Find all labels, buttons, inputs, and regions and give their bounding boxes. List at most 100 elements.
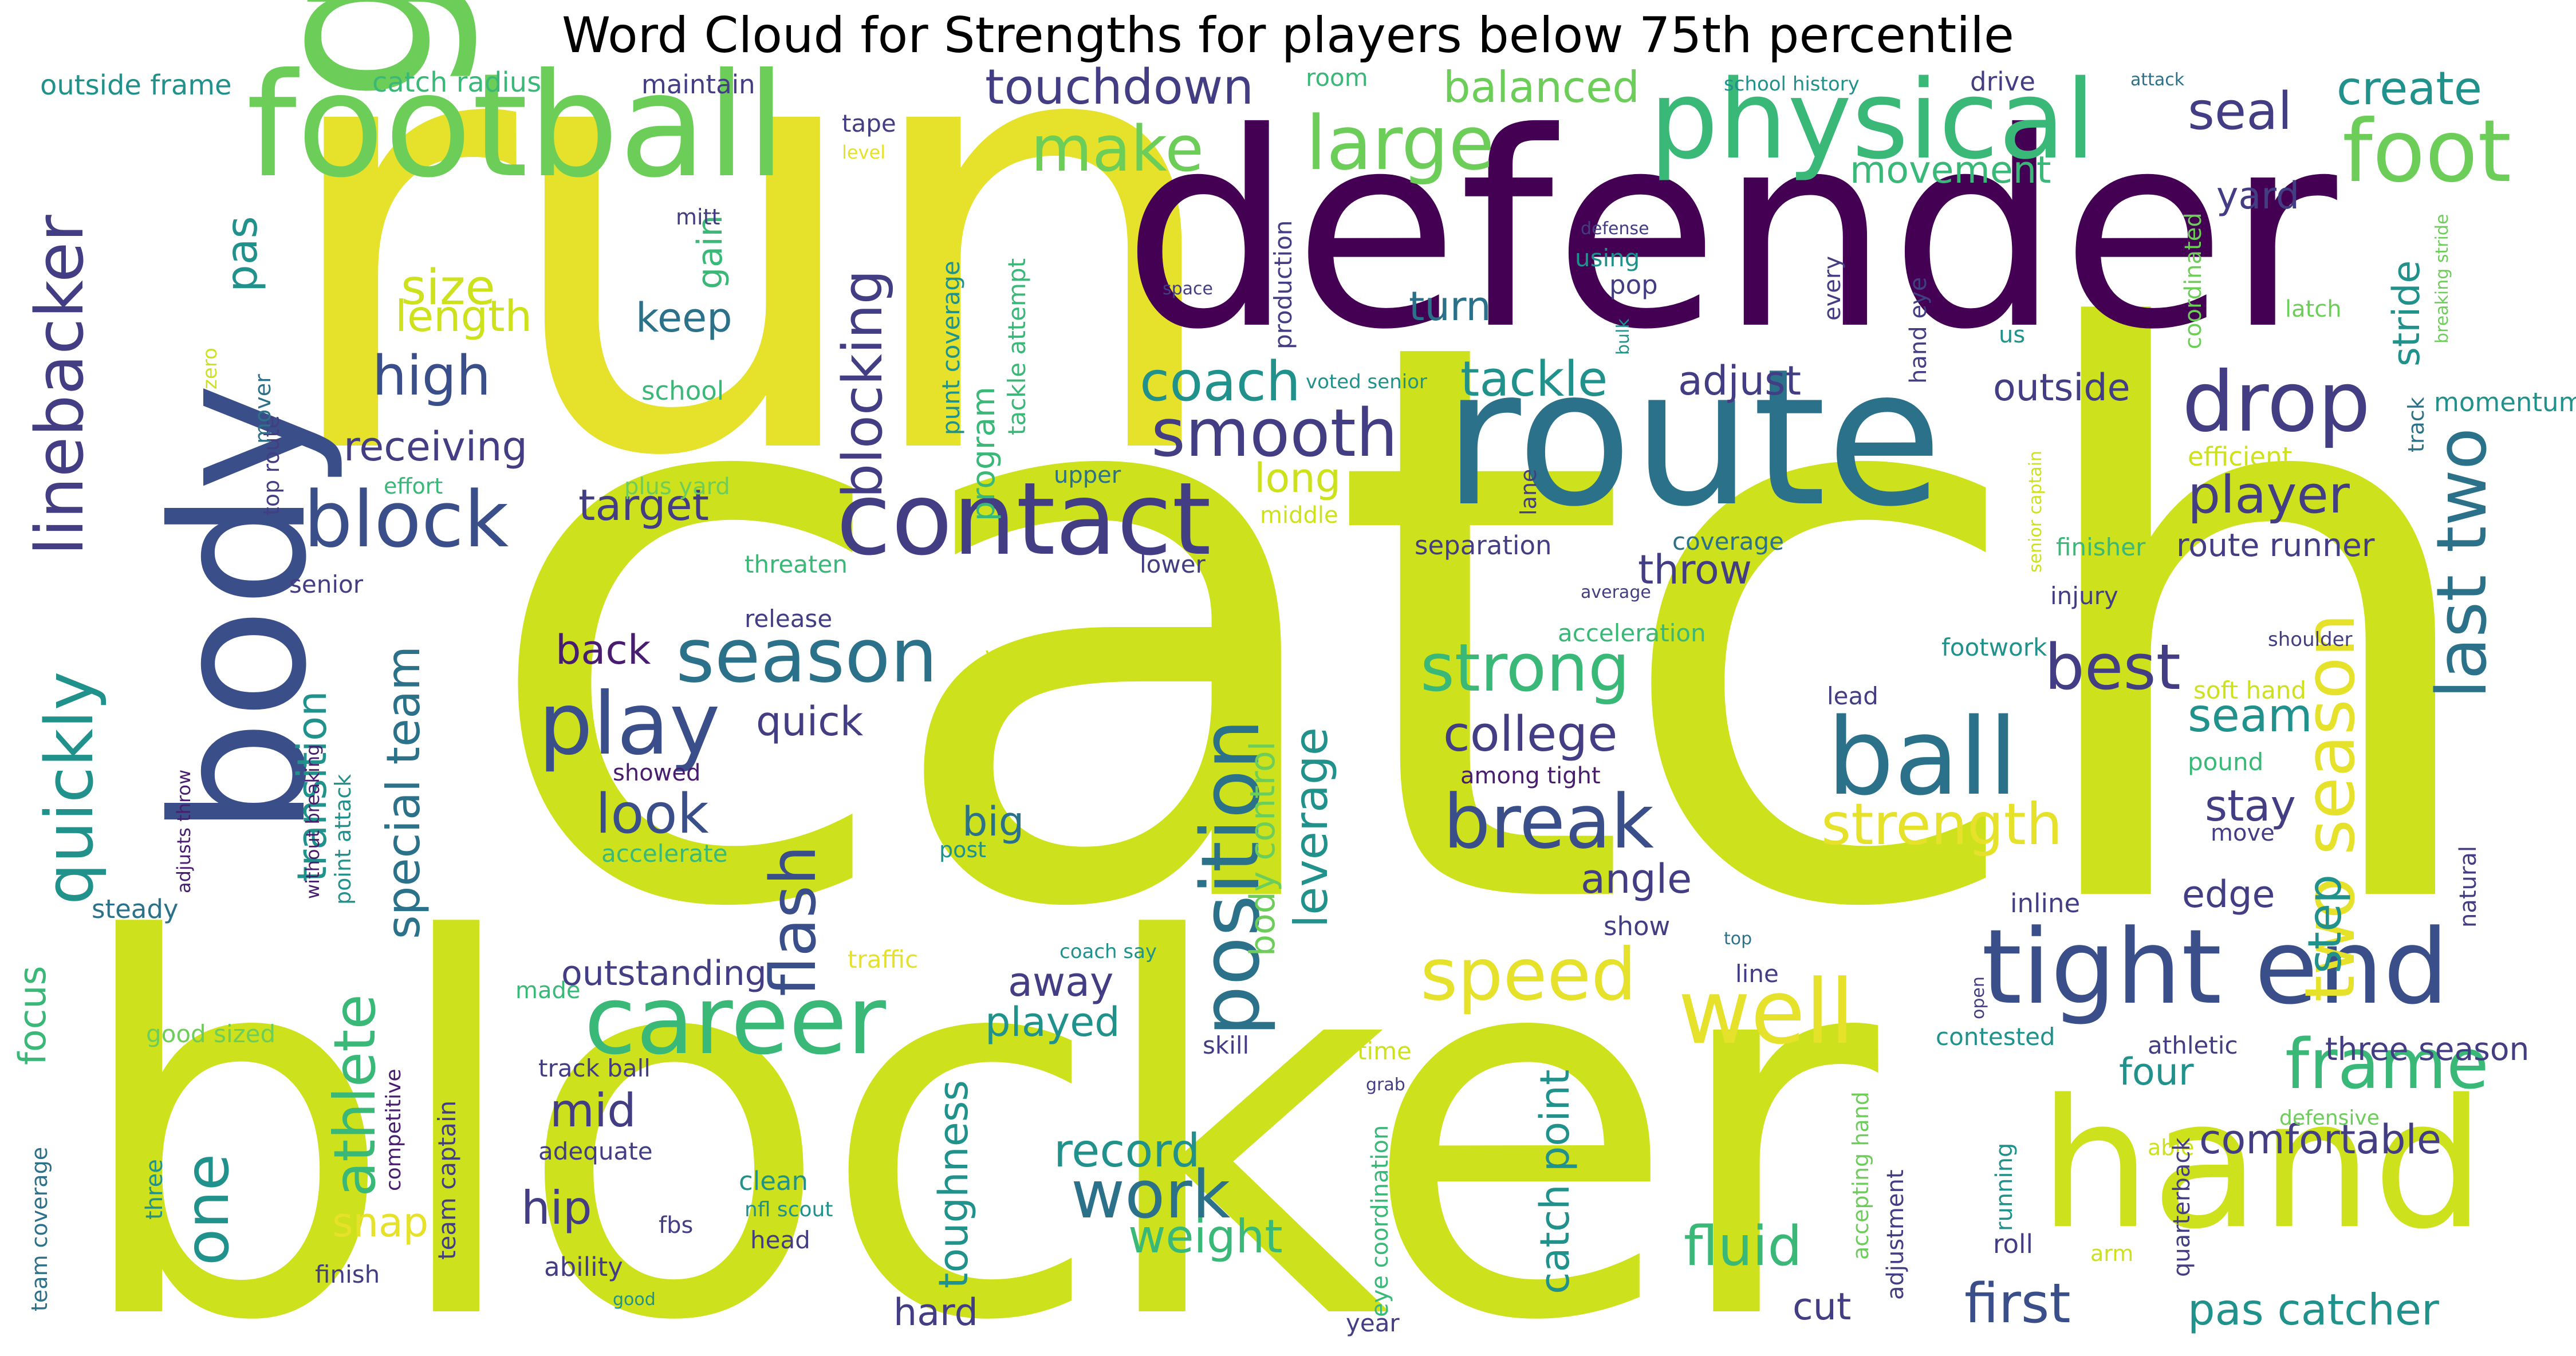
word-played: played	[985, 999, 1120, 1046]
word-inline: inline	[2010, 888, 2081, 919]
word-year: year	[1346, 1309, 1400, 1337]
word-last-two: last two	[2423, 427, 2502, 699]
word-length: length	[395, 291, 533, 341]
word-keep: keep	[636, 294, 732, 341]
word-outstanding: outstanding	[561, 953, 767, 994]
word-three-season: three season	[2325, 1031, 2530, 1067]
word-average: average	[1581, 582, 1651, 602]
word-adequate: adequate	[538, 1137, 653, 1165]
word-production: production	[1269, 220, 1297, 349]
word-size: size	[401, 259, 495, 316]
word-clean: clean	[739, 1166, 809, 1196]
word-frame: frame	[2285, 1025, 2489, 1105]
word-head: head	[750, 1226, 810, 1254]
word-long: long	[1254, 455, 1341, 502]
word-track-ball: track ball	[538, 1054, 651, 1082]
word-effort: effort	[384, 474, 443, 499]
word-lead: lead	[1827, 682, 1878, 710]
word-finisher: finisher	[2056, 533, 2146, 561]
word-angle: angle	[1581, 856, 1692, 902]
word-coach-say: coach say	[1059, 940, 1157, 963]
word-separation: separation	[1415, 530, 1552, 561]
word-space: space	[1163, 279, 1214, 299]
word-soft-hand: soft hand	[2193, 676, 2307, 704]
word-footwork: footwork	[1941, 633, 2047, 661]
word-top: top	[1724, 929, 1752, 949]
word-four: four	[2119, 1051, 2194, 1094]
word-athletic: athletic	[2148, 1031, 2238, 1059]
word-hip: hip	[521, 1181, 592, 1235]
word-acceleration: acceleration	[1558, 619, 1706, 647]
word-mover: mover	[250, 374, 275, 444]
word-run: run	[269, 0, 1233, 588]
word-drive: drive	[1970, 66, 2035, 97]
word-best: best	[2045, 630, 2181, 704]
word-snap: snap	[332, 1199, 429, 1246]
word-adjust: adjust	[1678, 357, 1802, 404]
word-look: look	[596, 783, 709, 846]
word-us: us	[1999, 322, 2026, 348]
word-maintain: maintain	[641, 69, 755, 100]
word-accelerate: accelerate	[601, 839, 728, 868]
word-lower: lower	[1140, 550, 1206, 578]
word-tackle-attempt: tackle attempt	[1003, 258, 1031, 435]
word-voted-senior: voted senior	[1306, 370, 1427, 393]
word-body-control: body control	[1243, 741, 1283, 956]
word-time: time	[1357, 1037, 1412, 1065]
word-defensive: defensive	[2279, 1106, 2380, 1130]
word-nfl-scout: nfl scout	[745, 1198, 833, 1221]
word-coach: coach	[1140, 350, 1301, 413]
word-one: one	[172, 1153, 242, 1266]
word-pound: pound	[2188, 748, 2264, 776]
word-football: football	[246, 42, 786, 209]
word-target: target	[578, 480, 710, 530]
word-team-coverage: team coverage	[27, 1146, 52, 1311]
word-good: good	[613, 1290, 656, 1310]
word-adjusts-throw: adjusts throw	[173, 769, 195, 893]
word-catch: catch	[475, 177, 2501, 1077]
word-player: player	[2188, 465, 2350, 525]
word-contested: contested	[1936, 1023, 2055, 1051]
word-blocking: blocking	[832, 270, 895, 498]
word-efficient: efficient	[2188, 442, 2293, 472]
word-seal: seal	[2188, 81, 2293, 141]
word-touchdown: touchdown	[985, 59, 1254, 116]
word-drop: drop	[2182, 354, 2371, 451]
word-running: running	[1991, 1142, 2018, 1231]
word-showed: showed	[613, 760, 701, 786]
word-line: line	[1735, 960, 1779, 988]
word-pas: pas	[216, 216, 267, 292]
word-mid: mid	[550, 1084, 636, 1137]
word-contact: contact	[836, 462, 1211, 578]
word-eye-coordination: eye coordination	[1367, 1125, 1393, 1317]
word-hand-eye: hand eye	[1905, 277, 1932, 384]
word-traffic: traffic	[848, 945, 919, 973]
word-good-sized: good sized	[146, 1020, 276, 1048]
word-lane: lane	[1516, 468, 1541, 515]
word-finish: finish	[315, 1260, 380, 1288]
word-using: using	[1575, 244, 1640, 272]
word-toughness: toughness	[930, 1080, 977, 1288]
word-accepting-hand: accepting hand	[1848, 1091, 1873, 1260]
word-every: every	[1819, 255, 1846, 321]
word-coverage: coverage	[1672, 527, 1784, 555]
word-receiving: receiving	[344, 423, 527, 470]
word-middle: middle	[1260, 502, 1338, 529]
word-steady: steady	[92, 894, 179, 924]
word-flash: flash	[757, 845, 830, 996]
word-comfortable: comfortable	[2199, 1116, 2442, 1163]
word-program: program	[965, 387, 1002, 521]
word-release: release	[745, 605, 833, 633]
word-away: away	[1008, 959, 1114, 1006]
word-competitive: competitive	[382, 1069, 405, 1191]
word-outside: outside	[1993, 366, 2130, 409]
word-strong: strong	[1420, 630, 1630, 707]
word-college: college	[1443, 706, 1618, 763]
word-bulk: bulk	[1613, 318, 1633, 355]
word-coordinated: coordinated	[2180, 212, 2207, 349]
word-hard: hard	[893, 1291, 978, 1334]
word-record: record	[1054, 1124, 1200, 1177]
word-fluid: fluid	[1684, 1215, 1802, 1278]
word-large: large	[1306, 100, 1495, 187]
word-yard: yard	[2216, 175, 2300, 218]
